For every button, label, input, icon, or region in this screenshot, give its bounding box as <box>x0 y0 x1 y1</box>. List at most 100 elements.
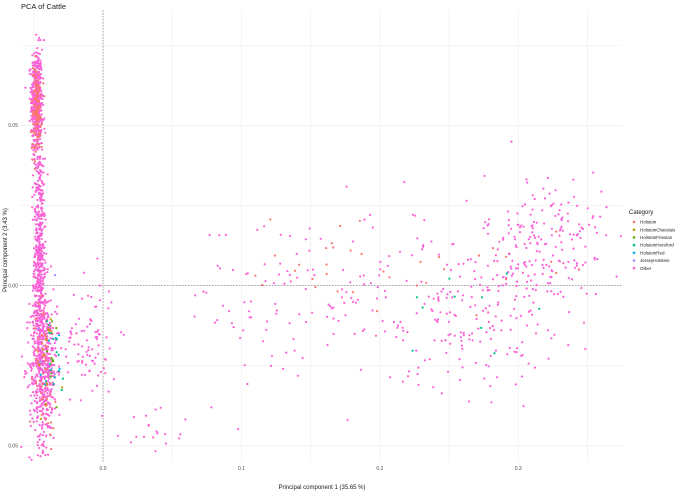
data-point <box>273 254 277 257</box>
data-point <box>518 226 522 229</box>
data-point <box>49 352 52 355</box>
data-point <box>481 289 484 292</box>
data-point <box>537 235 540 238</box>
data-point <box>50 347 53 350</box>
data-point <box>35 118 38 121</box>
data-point <box>573 259 576 262</box>
data-point <box>296 374 299 377</box>
data-point <box>34 101 37 104</box>
data-point <box>40 145 43 149</box>
data-point <box>210 406 213 409</box>
data-point <box>77 359 80 363</box>
data-point <box>37 259 40 262</box>
data-point <box>270 354 273 357</box>
data-point <box>494 254 497 257</box>
data-point <box>54 310 57 313</box>
data-point <box>33 394 36 397</box>
x-axis-label: Principal component 1 (35.65 %) <box>278 485 365 491</box>
data-point <box>49 403 52 406</box>
data-point <box>40 444 43 447</box>
data-point <box>354 301 357 304</box>
data-point <box>32 270 36 273</box>
data-point <box>52 427 55 430</box>
data-point <box>529 242 532 245</box>
data-point <box>38 438 41 441</box>
legend-label: HolsteinHereford <box>640 243 674 248</box>
data-point <box>40 403 43 406</box>
data-point <box>483 174 486 177</box>
data-point <box>513 235 516 238</box>
data-point <box>36 394 39 397</box>
data-point <box>31 289 34 292</box>
data-point <box>37 350 40 353</box>
data-point <box>411 213 415 216</box>
data-point <box>352 291 355 294</box>
data-point <box>525 246 528 250</box>
data-point <box>50 357 53 360</box>
data-point <box>30 114 33 118</box>
data-point <box>31 391 35 394</box>
data-point <box>45 320 49 323</box>
data-point <box>496 274 499 277</box>
data-point <box>96 330 99 333</box>
data-point <box>40 217 43 220</box>
legend-swatch <box>632 259 636 262</box>
data-point <box>39 217 42 220</box>
data-point <box>584 245 587 248</box>
data-point <box>65 355 68 358</box>
data-point <box>578 223 581 226</box>
data-point <box>35 146 38 149</box>
data-point <box>42 309 45 312</box>
data-point <box>243 364 246 367</box>
data-point <box>436 320 439 324</box>
data-point <box>475 317 478 321</box>
data-point <box>509 314 512 317</box>
data-point <box>36 198 39 202</box>
data-point <box>38 241 41 244</box>
data-point <box>53 353 56 356</box>
data-point <box>107 307 110 310</box>
data-point <box>70 327 73 330</box>
data-point <box>433 339 436 342</box>
data-point <box>79 399 82 402</box>
data-point <box>553 333 556 336</box>
data-point <box>388 255 391 258</box>
data-point <box>550 337 553 340</box>
data-point <box>89 319 92 322</box>
data-point <box>522 261 526 264</box>
data-point <box>344 314 347 317</box>
data-point <box>43 215 46 218</box>
data-point <box>30 402 33 405</box>
data-point <box>445 296 448 299</box>
data-point <box>44 359 48 362</box>
data-point <box>37 342 40 345</box>
data-point <box>36 335 39 338</box>
data-point <box>33 158 36 161</box>
data-point <box>96 384 99 387</box>
data-point <box>525 287 528 290</box>
data-point <box>556 292 560 296</box>
data-point <box>415 284 418 287</box>
data-point <box>33 247 36 250</box>
data-point <box>53 341 56 345</box>
data-point <box>35 317 38 320</box>
data-point <box>37 345 40 348</box>
data-point <box>243 301 246 304</box>
data-point <box>37 84 40 87</box>
data-point <box>38 423 41 427</box>
data-point <box>470 296 473 299</box>
data-point <box>132 416 135 419</box>
data-point <box>86 353 89 356</box>
data-point <box>40 262 43 265</box>
data-point <box>57 334 61 337</box>
data-point <box>45 322 48 325</box>
data-point <box>447 320 450 323</box>
data-point <box>24 86 27 89</box>
data-point <box>469 258 472 261</box>
data-point <box>514 267 518 270</box>
data-point <box>515 351 518 354</box>
data-point <box>33 90 37 93</box>
data-point <box>534 289 537 292</box>
data-point <box>28 97 31 100</box>
data-point <box>40 413 43 416</box>
